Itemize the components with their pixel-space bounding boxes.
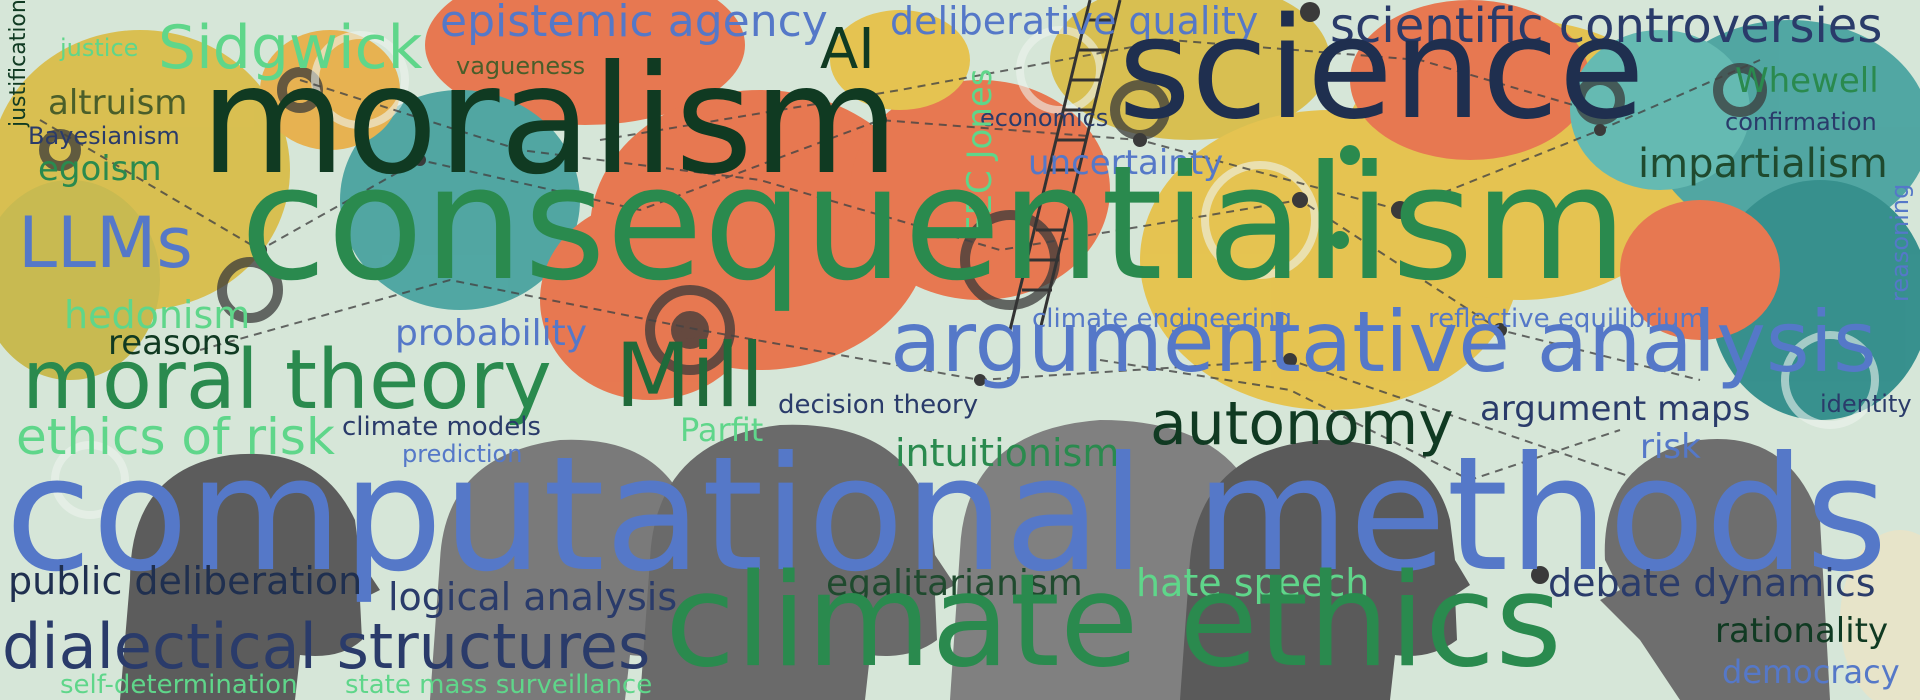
word-egalitarianism: egalitarianism — [826, 563, 1083, 604]
word-economics: economics — [980, 104, 1109, 132]
word-reasons: reasons — [108, 323, 241, 363]
word-parfit: Parfit — [680, 411, 764, 449]
word-rationality: rationality — [1715, 611, 1889, 651]
word-state-mass-surveillance: state mass surveillance — [345, 670, 653, 700]
word-probability: probability — [395, 313, 588, 354]
word-public-deliberation: public deliberation — [8, 559, 363, 603]
word-deliberative-quality: deliberative quality — [890, 0, 1259, 43]
word-dialectical-structures: dialectical structures — [2, 610, 651, 683]
word-justice: justice — [60, 34, 139, 62]
ladder — [1008, 0, 1122, 331]
word-debate-dynamics: debate dynamics — [1548, 561, 1876, 605]
head-silhouettes — [120, 420, 1830, 700]
word-altruism: altruism — [48, 83, 188, 123]
word-argument-maps: argument maps — [1480, 389, 1751, 429]
word-climate-ethics: climate ethics — [665, 547, 1562, 696]
word-climate-models: climate models — [342, 412, 541, 442]
word-decision-theory: decision theory — [778, 390, 979, 420]
word-intuitionism: intuitionism — [895, 431, 1120, 475]
word-epistemic-agency: epistemic agency — [440, 0, 828, 47]
word-vagueness: vagueness — [456, 52, 586, 80]
word-confirmation: confirmation — [1725, 108, 1877, 136]
word-justification: justification — [6, 0, 31, 127]
word-whewell: Whewell — [1735, 61, 1879, 101]
light-gears — [51, 26, 1879, 519]
word-consequentialism: consequentialism — [240, 132, 1628, 316]
word-uncertainty: uncertainty — [1028, 143, 1224, 183]
word-impartialism: impartialism — [1638, 141, 1888, 187]
word-scientific-controversies: scientific controversies — [1330, 0, 1883, 54]
word-hate-speech: hate speech — [1136, 561, 1370, 605]
word-reflective-equilibrium: reflective equilibrium — [1428, 304, 1705, 334]
word-logical-analysis: logical analysis — [388, 575, 678, 619]
word-egoism: egoism — [38, 149, 162, 189]
word-identity: identity — [1820, 390, 1912, 418]
word-moral-theory: moral theory — [22, 333, 552, 428]
word-risk: risk — [1640, 427, 1701, 467]
word-climate-engineering: climate engineering — [1032, 304, 1293, 334]
word-reasoning: reasoning — [1886, 183, 1914, 302]
word-argumentative-analysis: argumentative analysis — [890, 293, 1877, 391]
word-moralism: moralism — [200, 34, 900, 208]
word-bayesianism: Bayesianism — [28, 122, 180, 150]
word-self-determination: self-determination — [60, 670, 298, 700]
word-hedonism: hedonism — [64, 293, 251, 337]
word-ai: AI — [820, 17, 875, 82]
word-ethics-of-risk: ethics of risk — [16, 408, 335, 466]
word-prediction: prediction — [402, 440, 523, 468]
word-llms: LLMs — [18, 202, 193, 284]
word-sidgwick: Sidgwick — [158, 13, 423, 83]
word-autonomy: autonomy — [1150, 389, 1454, 459]
word-democracy: democracy — [1722, 653, 1900, 691]
word-computational-methods: computational methods — [5, 423, 1888, 607]
word-science: science — [1118, 0, 1645, 151]
word-mill: Mill — [615, 324, 765, 427]
